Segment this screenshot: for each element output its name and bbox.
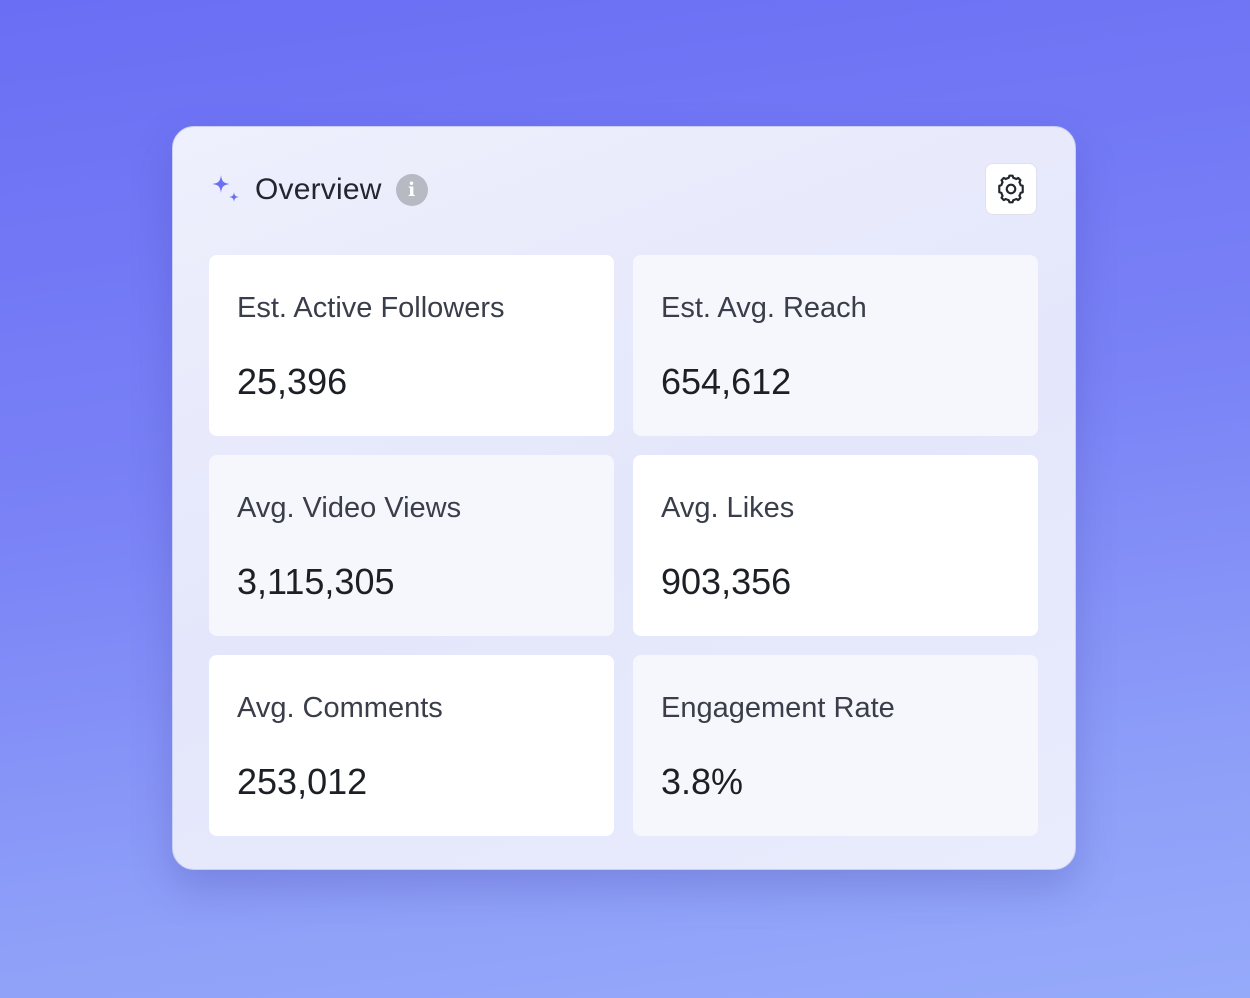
metric-value: 903,356 bbox=[661, 561, 792, 602]
metric-label: Avg. Likes bbox=[661, 492, 795, 524]
panel-header: Overview i bbox=[209, 167, 428, 213]
metric-card-engagement-rate: Engagement Rate 3.8% bbox=[633, 655, 1038, 836]
metric-card-active-followers: Est. Active Followers 25,396 bbox=[209, 255, 614, 436]
metric-card-avg-likes: Avg. Likes 903,356 bbox=[633, 455, 1038, 636]
metric-value: 3.8% bbox=[661, 761, 744, 802]
metric-card-avg-comments: Avg. Comments 253,012 bbox=[209, 655, 614, 836]
metric-label: Engagement Rate bbox=[661, 692, 895, 724]
metric-label: Avg. Comments bbox=[237, 692, 443, 724]
metric-label: Avg. Video Views bbox=[237, 492, 462, 524]
metric-value: 253,012 bbox=[237, 761, 368, 802]
metric-label: Est. Avg. Reach bbox=[661, 292, 867, 324]
metric-value: 654,612 bbox=[661, 361, 792, 402]
metric-card-avg-video-views: Avg. Video Views 3,115,305 bbox=[209, 455, 614, 636]
overview-panel: Overview i Est. Active Followers 25,396 … bbox=[172, 126, 1076, 870]
metric-card-avg-reach: Est. Avg. Reach 654,612 bbox=[633, 255, 1038, 436]
metric-label: Est. Active Followers bbox=[237, 292, 505, 324]
settings-button[interactable] bbox=[985, 163, 1037, 215]
metrics-grid: Est. Active Followers 25,396 Est. Avg. R… bbox=[209, 255, 1039, 836]
gear-icon bbox=[998, 174, 1024, 204]
metric-value: 3,115,305 bbox=[237, 561, 395, 602]
metric-value: 25,396 bbox=[237, 361, 348, 402]
info-icon[interactable]: i bbox=[395, 174, 428, 206]
page-title: Overview bbox=[255, 173, 382, 206]
sparkle-icon bbox=[212, 175, 239, 202]
